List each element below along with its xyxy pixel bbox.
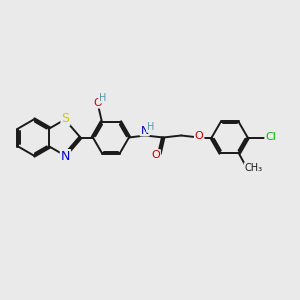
Text: O: O bbox=[151, 150, 160, 160]
Text: S: S bbox=[61, 112, 69, 125]
Text: H: H bbox=[147, 122, 154, 132]
Text: N: N bbox=[61, 150, 70, 163]
Text: Cl: Cl bbox=[265, 133, 276, 142]
Text: H: H bbox=[99, 93, 106, 103]
Text: O: O bbox=[94, 98, 103, 108]
Text: N: N bbox=[140, 125, 149, 136]
Text: CH₃: CH₃ bbox=[244, 163, 263, 173]
Text: O: O bbox=[195, 131, 204, 141]
